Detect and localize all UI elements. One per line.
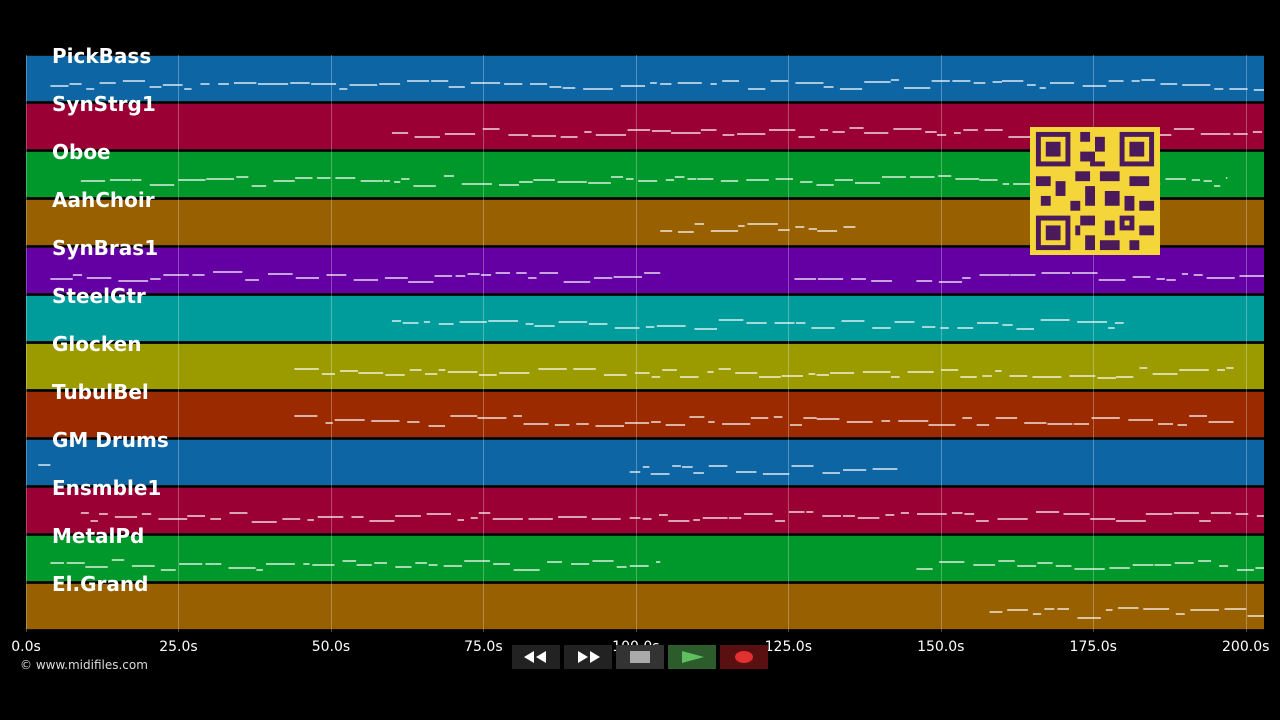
- rewind-icon: [524, 651, 546, 663]
- track-label: PickBass: [52, 44, 152, 68]
- track-lane: [26, 55, 1264, 102]
- track-lane: [26, 535, 1264, 582]
- track-label: SteelGtr: [52, 284, 146, 308]
- track-lane: [26, 343, 1264, 390]
- track-lane: [26, 439, 1264, 486]
- track-label: AahChoir: [52, 188, 155, 212]
- track-label: GM Drums: [52, 428, 169, 452]
- time-tick-label: 75.0s: [464, 639, 503, 655]
- time-tick-label: 175.0s: [1069, 639, 1117, 655]
- time-tick-label: 150.0s: [917, 639, 965, 655]
- qr-code: [1030, 127, 1160, 255]
- time-tick-label: 200.0s: [1222, 639, 1270, 655]
- track-label: TubulBel: [52, 380, 149, 404]
- note-layer: [38, 79, 1264, 619]
- track-lane: [26, 487, 1264, 534]
- time-tick-label: 0.0s: [11, 639, 41, 655]
- time-tick-label: 125.0s: [764, 639, 812, 655]
- track-lane: [26, 295, 1264, 342]
- fast-forward-button[interactable]: [564, 645, 612, 669]
- track-label: El.Grand: [52, 572, 149, 596]
- time-tick-label: 25.0s: [159, 639, 198, 655]
- play-button[interactable]: [668, 645, 716, 669]
- track-lane: [26, 391, 1264, 438]
- track-label: Ensmble1: [52, 476, 162, 500]
- record-button[interactable]: [720, 645, 768, 669]
- play-icon: [682, 651, 704, 663]
- track-label: MetalPd: [52, 524, 145, 548]
- stop-icon: [630, 651, 650, 663]
- track-label: SynStrg1: [52, 92, 156, 116]
- track-label: Glocken: [52, 332, 142, 356]
- qr-code-image: [1031, 127, 1159, 255]
- track-label: Oboe: [52, 140, 111, 164]
- rewind-button[interactable]: [512, 645, 560, 669]
- transport-bar: [512, 645, 772, 669]
- copyright-text: © www.midifiles.com: [20, 658, 148, 672]
- stop-button[interactable]: [616, 645, 664, 669]
- record-icon: [735, 651, 753, 663]
- track-lane: [26, 583, 1264, 630]
- track-label: SynBras1: [52, 236, 159, 260]
- time-tick-label: 50.0s: [311, 639, 351, 655]
- fast-forward-icon: [578, 651, 600, 663]
